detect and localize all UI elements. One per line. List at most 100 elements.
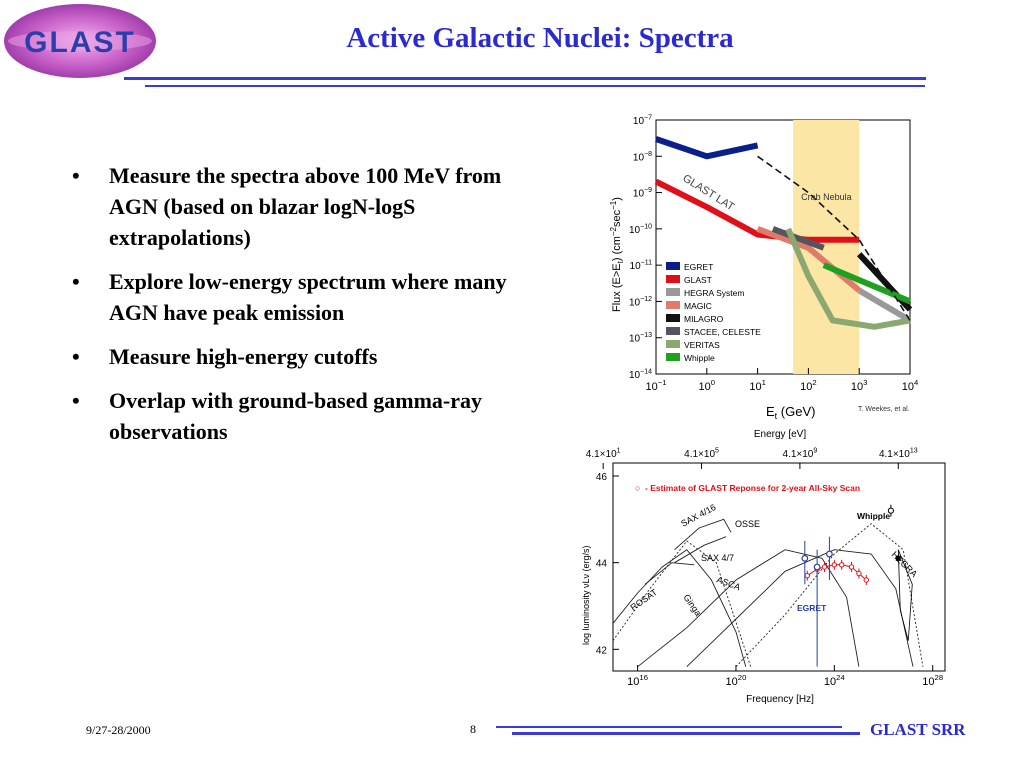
page-number: 8 bbox=[470, 722, 476, 736]
bullet-item: • Overlap with ground-based gamma-ray obs… bbox=[72, 385, 512, 447]
logo-text: GLAST bbox=[24, 26, 136, 59]
bullet-glyph: • bbox=[72, 344, 80, 369]
series-line-whipple bbox=[822, 262, 912, 305]
legend-label: GLAST bbox=[684, 275, 712, 285]
legend-swatch bbox=[666, 327, 680, 335]
footer-org: GLAST SRR bbox=[870, 720, 966, 739]
flux-sensitivity-chart: 10−1 100 101 102 103 104 10−14 10−13 10−12 10−11 1… bbox=[609, 115, 919, 422]
x-tick-label: 1020 bbox=[726, 673, 747, 688]
legend-swatch bbox=[666, 340, 680, 348]
legend-label: HEGRA System bbox=[684, 288, 744, 298]
synchrotron-curve-2 bbox=[612, 540, 752, 667]
chart-label-rosat: ROSAT bbox=[628, 587, 659, 613]
x-axis-label: Frequency [Hz] bbox=[746, 694, 814, 705]
title-rule-top bbox=[124, 77, 926, 80]
x-tick-label: 100 bbox=[699, 378, 716, 393]
agn-sed-chart: Energy [eV] 1016 1020 1024 1028 4.1×101 4.1×1… bbox=[581, 429, 946, 705]
y-tick-label: 10−11 bbox=[630, 260, 653, 273]
x-tick-label: 1028 bbox=[922, 673, 943, 688]
inverse-compton-curve-3 bbox=[735, 523, 924, 668]
glast-estimate-point bbox=[863, 577, 870, 583]
y-tick-label: 10−8 bbox=[633, 151, 652, 164]
whipple-point bbox=[887, 507, 894, 514]
y-axis-label: Flux (E>Et) (cm−2sec−1) bbox=[609, 197, 625, 312]
legend-swatch bbox=[666, 275, 680, 283]
asca-spectrum bbox=[644, 562, 695, 585]
bullet-glyph: • bbox=[72, 163, 80, 188]
glast-estimate-point bbox=[804, 572, 810, 579]
y-tick-label: 10−9 bbox=[633, 187, 652, 200]
bullet-item: • Measure the spectra above 100 MeV from … bbox=[72, 160, 512, 253]
x-tick-label: 102 bbox=[800, 378, 817, 393]
footer-rule-top bbox=[496, 726, 842, 728]
legend-label: EGRET bbox=[684, 262, 713, 272]
footer-rule-bottom bbox=[512, 732, 860, 735]
plot-area bbox=[612, 462, 946, 672]
x-tick-label: 103 bbox=[851, 378, 868, 393]
legend-swatch bbox=[666, 288, 680, 296]
legend-swatch bbox=[666, 353, 680, 361]
legend-marker: ○ bbox=[635, 483, 640, 493]
plot-area bbox=[655, 119, 911, 375]
y-tick-label: 46 bbox=[596, 472, 608, 483]
crab-nebula-label: Crab Nebula bbox=[801, 192, 852, 202]
y-tick-label: 10−13 bbox=[629, 332, 652, 345]
series-line-crab-nebula bbox=[757, 155, 911, 321]
bullet-text: Overlap with ground-based gamma-ray obse… bbox=[109, 388, 482, 444]
bullet-text: Measure the spectra above 100 MeV from A… bbox=[109, 163, 502, 250]
egret-point bbox=[826, 550, 833, 558]
chart-label-ginga: Ginga bbox=[681, 592, 703, 617]
top-tick-label: 4.1×1013 bbox=[879, 448, 918, 461]
series-line-stacee-celeste bbox=[771, 226, 825, 251]
bullet-text: Explore low-energy spectrum where many A… bbox=[109, 269, 507, 325]
top-axis-label: Energy [eV] bbox=[754, 429, 806, 440]
chart-label-hegra: HEGRA bbox=[890, 549, 920, 579]
y-tick-label: 10−10 bbox=[629, 223, 652, 236]
chart-label-asca: ASCA bbox=[715, 574, 741, 592]
x-axis-label: Et (GeV) bbox=[766, 404, 815, 421]
legend-text: - Estimate of GLAST Reponse for 2-year A… bbox=[645, 483, 860, 493]
chart-label-whipple: Whipple bbox=[857, 511, 890, 521]
egret-point bbox=[813, 563, 821, 571]
chart-label-egret: EGRET bbox=[797, 603, 827, 613]
legend-label: MAGIC bbox=[684, 301, 712, 311]
top-tick-label: 4.1×101 bbox=[586, 448, 621, 461]
series-line-egret bbox=[655, 136, 759, 160]
sax-47-spectrum bbox=[674, 536, 727, 564]
legend-label: VERITAS bbox=[684, 340, 720, 350]
bullet-text: Measure high-energy cutoffs bbox=[109, 344, 378, 369]
chart-label-sax-4-7: SAX 4/7 bbox=[701, 553, 734, 563]
sax-416-spectrum bbox=[674, 518, 732, 551]
y-tick-label: 42 bbox=[596, 645, 608, 656]
top-tick-label: 4.1×105 bbox=[684, 448, 719, 461]
series-line-veritas bbox=[785, 227, 911, 330]
inverse-compton-curve-2 bbox=[686, 549, 914, 668]
series-line-hegra-system bbox=[857, 287, 912, 323]
x-tick-label: 1016 bbox=[627, 673, 648, 688]
title-rule-bottom bbox=[145, 85, 925, 87]
synchrotron-curve-1 bbox=[612, 549, 747, 667]
y-tick-label: 10−7 bbox=[633, 115, 652, 128]
x-tick-label: 1024 bbox=[824, 673, 846, 688]
y-axis-label: log luminosity νLν (erg/s) bbox=[581, 545, 591, 645]
footer-date: 9/27-28/2000 bbox=[86, 723, 151, 737]
chart-label-osse: OSSE bbox=[735, 519, 760, 529]
glast-estimate-point bbox=[831, 562, 838, 568]
bullet-item: • Explore low-energy spectrum where many … bbox=[72, 266, 512, 328]
legend-swatch bbox=[666, 301, 680, 309]
egret-point bbox=[801, 554, 809, 562]
chart-label-sax-4-16: SAX 4/16 bbox=[679, 502, 717, 529]
credit-label: T. Weekes, et al. bbox=[858, 406, 910, 413]
legend-swatch bbox=[666, 314, 680, 322]
series-line-glast bbox=[654, 178, 860, 243]
legend-label: STACEE, CELESTE bbox=[684, 327, 761, 337]
legend-swatch bbox=[666, 262, 680, 270]
bullet-glyph: • bbox=[72, 269, 80, 294]
x-tick-label: 10−1 bbox=[645, 378, 666, 393]
top-tick-label: 4.1×109 bbox=[783, 448, 818, 461]
legend-label: MILAGRO bbox=[684, 314, 724, 324]
glast-estimate-point bbox=[821, 564, 828, 570]
y-tick-label: 10−14 bbox=[629, 369, 652, 382]
legend-label: Whipple bbox=[684, 353, 715, 363]
bullet-item: • Measure high-energy cutoffs bbox=[72, 341, 512, 372]
